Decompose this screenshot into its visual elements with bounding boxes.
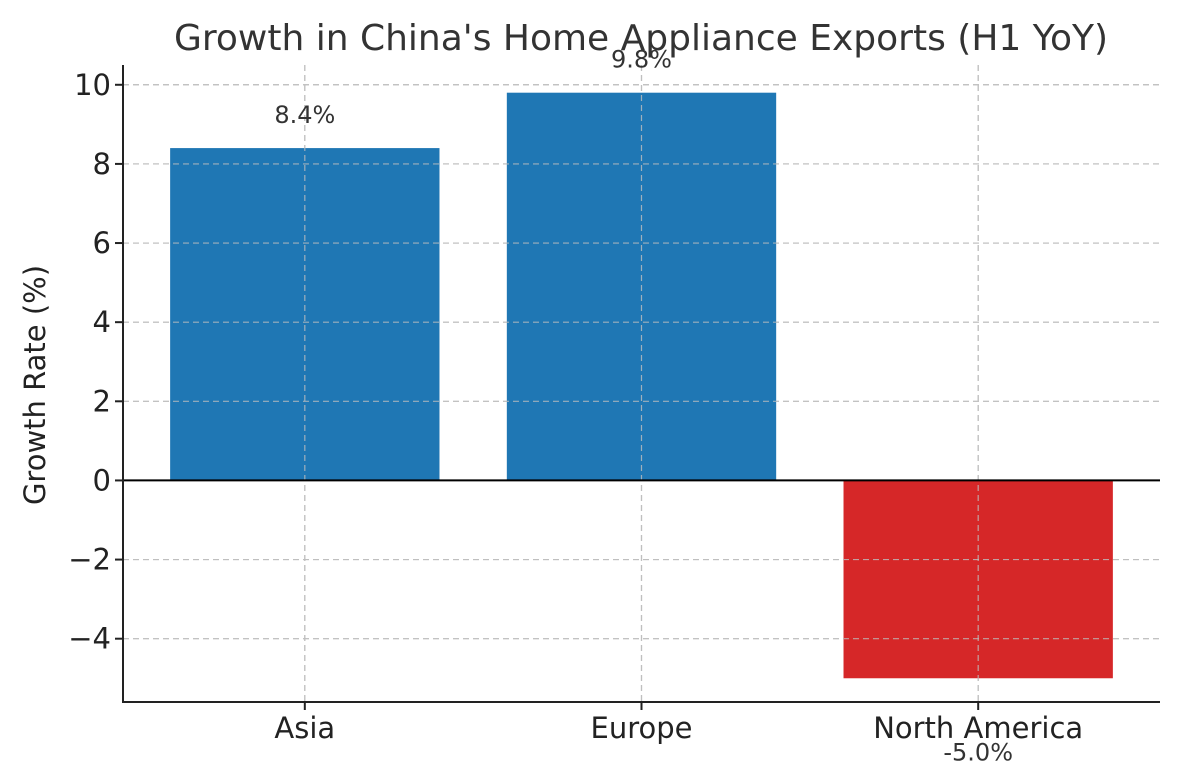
y-tick-label-7: 10: [74, 68, 111, 102]
y-ticks: −4 −2 0 2 4 6 8 10: [68, 68, 123, 656]
x-tick-label-2: North America: [873, 711, 1083, 745]
y-tick-label-6: 8: [93, 147, 111, 181]
x-tick-label-0: Asia: [274, 711, 335, 745]
y-axis-label: Growth Rate (%): [18, 265, 52, 505]
grid-overlay: [123, 65, 1160, 702]
y-tick-label-5: 6: [93, 226, 111, 260]
y-tick-label-0: −4: [68, 622, 111, 656]
y-tick-label-4: 4: [93, 305, 111, 339]
x-tick-label-1: Europe: [591, 711, 693, 745]
y-tick-label-2: 0: [93, 463, 111, 497]
x-ticks: Asia Europe North America: [274, 702, 1083, 745]
value-label-2: -5.0%: [943, 738, 1013, 766]
value-label-0: 8.4%: [274, 101, 335, 129]
bar-value-labels: 8.4% 9.8% -5.0%: [274, 46, 1013, 767]
y-tick-label-3: 2: [93, 384, 111, 418]
chart-title: Growth in China's Home Appliance Exports…: [174, 18, 1108, 59]
y-tick-label-1: −2: [68, 543, 111, 577]
value-label-1: 9.8%: [611, 46, 672, 74]
